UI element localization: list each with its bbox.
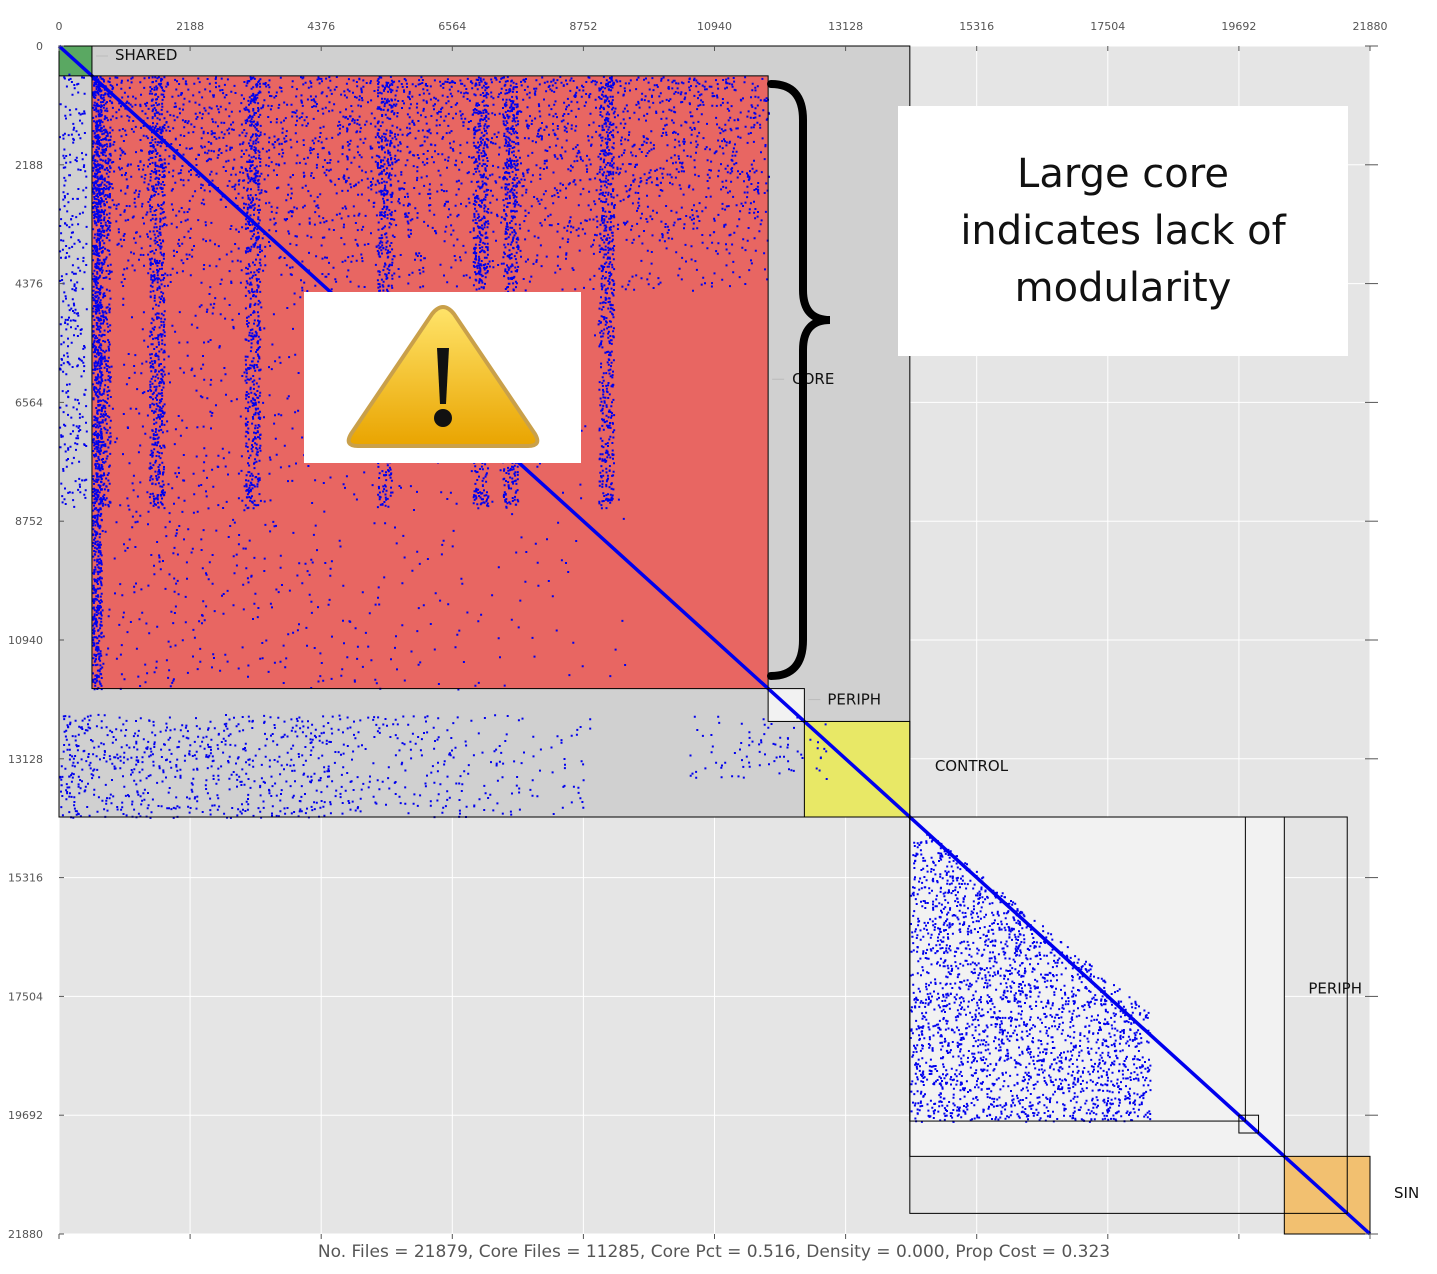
callout-line: Large core [1017, 150, 1229, 197]
y-tick-label: 2188 [15, 159, 43, 172]
dot-cluster [244, 76, 262, 510]
y-tick-label: 13128 [8, 753, 43, 766]
x-tick-label: 2188 [176, 20, 204, 33]
outline-control [803, 720, 911, 818]
region-label-core: CORE [792, 370, 834, 388]
callout-line: indicates lack of [960, 207, 1286, 254]
callout-box: Large core indicates lack of modularity [898, 106, 1348, 356]
outline-shared [58, 45, 93, 77]
x-tick-label: 21880 [1353, 20, 1388, 33]
x-tick-label: 17504 [1090, 20, 1125, 33]
y-tick-label: 21880 [8, 1228, 43, 1241]
outline-singleton [1283, 1155, 1371, 1235]
y-ticks: 0 2188 4376 6564 8752 10940 13128 15316 17504 196… [8, 40, 1378, 1241]
y-tick-label: 8752 [15, 515, 43, 528]
y-tick-label: 0 [36, 40, 43, 53]
region-label-sin: SIN [1394, 1184, 1419, 1202]
outline-periph-inner [909, 816, 1246, 1122]
x-tick-label: 6564 [438, 20, 466, 33]
y-tick-label: 6564 [15, 396, 43, 409]
x-tick-label: 15316 [959, 20, 994, 33]
x-tick-label: 10940 [697, 20, 732, 33]
x-tick-label: 0 [56, 20, 63, 33]
curly-brace-icon [767, 80, 831, 680]
y-tick-label: 15316 [8, 872, 43, 885]
diagonal-line [57, 44, 1372, 1236]
y-tick-label: 4376 [15, 278, 43, 291]
dot-cluster [59, 713, 592, 819]
dot-cluster [909, 833, 1152, 1123]
x-tick-label: 4376 [307, 20, 335, 33]
dot-cluster [148, 76, 166, 510]
y-tick-label: 10940 [8, 634, 43, 647]
dot-cluster [598, 75, 616, 510]
stats-annotation: No. Files = 21879, Core Files = 11285, C… [318, 1242, 1110, 1262]
outline-periph-upper [767, 688, 805, 722]
warning-triangle-icon [346, 305, 540, 448]
region-label-periph: PERIPH [1308, 979, 1362, 997]
dot-cluster [502, 75, 520, 509]
callout-line: modularity [1014, 264, 1232, 311]
y-tick-label: 17504 [8, 990, 43, 1003]
x-tick-label: 8752 [569, 20, 597, 33]
outline-core [91, 75, 769, 690]
dot-cluster [95, 76, 112, 508]
outline-small-block [1238, 1114, 1260, 1134]
x-tick-label: 13128 [828, 20, 863, 33]
dot-cluster [92, 75, 103, 691]
region-labels: SHARED CORE PERIPH CONTROL PERIPH SIN [95, 46, 1419, 1202]
callout-text: Large core indicates lack of modularity [933, 146, 1313, 317]
region-label-shared: SHARED [115, 46, 178, 64]
region-outlines [58, 45, 1371, 1235]
region-label-periph: PERIPH [827, 691, 881, 709]
outline-upper-block [58, 45, 911, 818]
region-label-control: CONTROL [935, 757, 1009, 775]
x-tick-label: 19692 [1221, 20, 1256, 33]
y-tick-label: 19692 [8, 1109, 43, 1122]
warning-panel [304, 292, 581, 463]
x-ticks: 0 2188 4376 6564 8752 10940 13128 15316 17504 196… [56, 20, 1388, 1239]
